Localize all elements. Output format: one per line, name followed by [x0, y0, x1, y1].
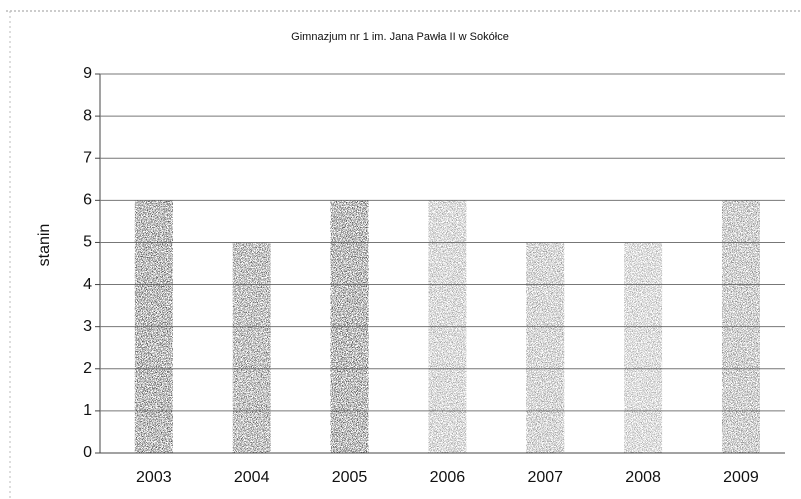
y-tick-label: 2 — [83, 360, 92, 377]
bar — [721, 200, 760, 453]
y-tick-label: 6 — [83, 192, 92, 209]
chart-title: Gimnazjum nr 1 im. Jana Pawła II w Sokół… — [291, 31, 509, 43]
y-tick-label: 1 — [83, 402, 92, 419]
y-tick-label: 7 — [83, 149, 92, 166]
y-tick-label: 8 — [83, 107, 92, 124]
x-tick-label: 2004 — [234, 469, 270, 486]
bar — [232, 242, 271, 453]
y-tick-label: 9 — [83, 65, 92, 82]
y-tick-label: 4 — [83, 276, 92, 293]
x-tick-label: 2007 — [527, 469, 563, 486]
bar — [428, 200, 467, 453]
bar — [526, 242, 565, 453]
bar — [330, 200, 369, 453]
x-tick-label: 2006 — [430, 469, 466, 486]
bar — [134, 200, 173, 453]
x-tick-label: 2003 — [136, 469, 172, 486]
bar — [624, 242, 663, 453]
y-tick-label: 0 — [83, 444, 92, 461]
y-tick-label: 3 — [83, 318, 92, 335]
x-tick-label: 2009 — [723, 469, 759, 486]
x-tick-label: 2005 — [332, 469, 368, 486]
x-tick-label: 2008 — [625, 469, 661, 486]
y-axis-label: stanin — [36, 224, 53, 267]
y-tick-label: 5 — [83, 234, 92, 251]
